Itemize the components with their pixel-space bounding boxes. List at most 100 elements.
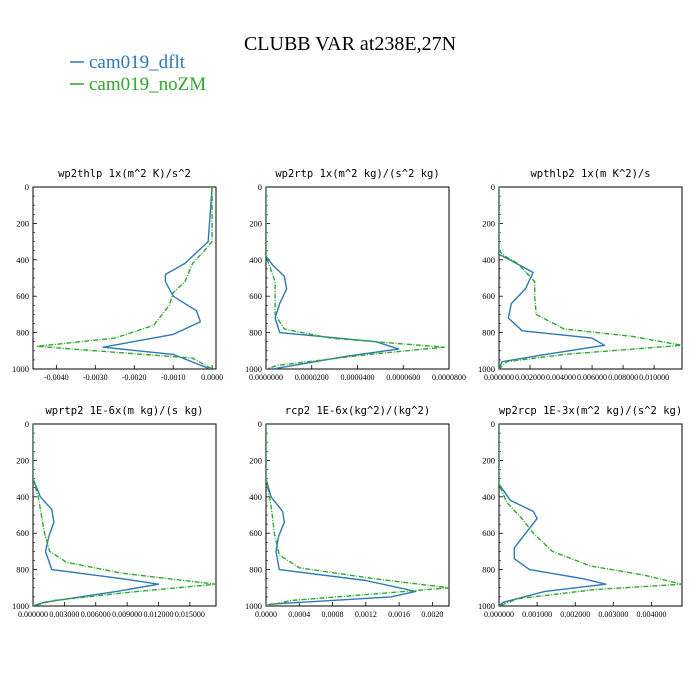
x-tick-label: -0.0010 [161,373,186,382]
legend: cam019_dflt cam019_noZM [70,52,206,95]
y-tick-label: 800 [482,328,495,338]
series-line-dflt [102,187,213,369]
x-tick-label: 0.0012 [355,610,377,619]
y-tick-label: 400 [16,255,29,265]
y-tick-label: 0 [25,182,29,192]
y-tick-label: 600 [482,291,495,301]
x-tick-label: 0.003000 [598,610,628,619]
y-tick-label: 1000 [478,364,495,374]
x-tick-label: -0.0020 [122,373,147,382]
x-tick-label: -0.0030 [83,373,108,382]
x-tick-label: -0.0040 [44,373,69,382]
y-tick-label: 200 [249,218,262,228]
y-tick-label: 400 [249,255,262,265]
x-tick-label: 0.001000 [522,610,552,619]
y-tick-label: 800 [249,565,262,575]
plot-frame [265,423,450,607]
y-tick-label: 200 [482,455,495,465]
x-tick-label: 0.0008 [322,610,344,619]
x-tick-label: 0.0000800 [432,373,466,382]
panel-title: wp2thlp 1x(m^2 K)/s^2 [58,168,191,180]
y-tick-label: 800 [16,328,29,338]
y-tick-label: 600 [482,528,495,538]
series-line-nozm [266,424,449,606]
x-tick-label: 0.006000 [81,610,111,619]
x-tick-label: 0.006000 [577,373,607,382]
y-tick-label: 400 [482,255,495,265]
y-tick-label: 1000 [478,601,495,611]
series-line-nozm [499,424,682,606]
plot-frame [498,423,683,607]
series-line-dflt [499,187,606,369]
series-line-dflt [266,187,400,369]
y-tick-label: 200 [249,455,262,465]
x-tick-label: 0.0000000 [249,373,283,382]
y-tick-label: 0 [258,419,262,429]
x-tick-label: 0.009000 [112,610,142,619]
y-tick-label: 0 [25,419,29,429]
x-tick-label: 0.012000 [143,610,173,619]
panel-title: wp2rcp 1E-3x(m^2 kg)/(s^2 kg) [499,405,682,417]
panel-4: wprtp2 1E-6x(m kg)/(s kg) 0 200 400 600 800 10… [12,405,217,619]
panel-title: rcp2 1E-6x(kg^2)/(kg^2) [285,405,430,417]
y-tick-label: 0 [491,182,495,192]
plot-frame [498,186,683,370]
y-tick-label: 200 [16,218,29,228]
x-tick-label: 0.000000 [484,373,514,382]
y-tick-label: 400 [16,492,29,502]
y-tick-label: 1000 [12,364,29,374]
y-tick-label: 1000 [245,601,262,611]
panels: wp2thlp 1x(m^2 K)/s^2 0 200 400 600 800 1000 -0… [12,168,683,619]
legend-label-dflt: cam019_dflt [89,52,186,73]
panel-title: wprtp2 1E-6x(m kg)/(s kg) [45,405,203,417]
figure-title: CLUBB VAR at238E,27N [244,33,456,55]
plot-frame [265,186,450,370]
legend-label-nozm: cam019_noZM [89,74,206,95]
x-tick-label: 0.0000600 [386,373,420,382]
x-tick-label: 0.003000 [49,610,79,619]
series-line-dflt [266,424,417,606]
x-tick-label: 0.0016 [388,610,410,619]
x-tick-label: 0.000000 [18,610,48,619]
panel-5: rcp2 1E-6x(kg^2)/(kg^2) 0 200 400 600 800 1000… [245,405,450,619]
y-tick-label: 200 [16,455,29,465]
x-tick-label: 0.002000 [560,610,590,619]
x-tick-label: 0.010000 [639,373,669,382]
x-tick-label: 0.0000 [255,610,277,619]
x-tick-label: 0.000000 [484,610,514,619]
series-line-nozm [499,187,682,369]
y-tick-label: 600 [249,291,262,301]
y-tick-label: 800 [249,328,262,338]
plot-frame [32,186,217,370]
x-tick-label: 0.002000 [515,373,545,382]
panel-title: wpthlp2 1x(m K^2)/s [530,168,650,180]
series-line-dflt [499,424,607,606]
x-tick-label: 0.0000400 [341,373,375,382]
x-tick-label: 0.0000200 [295,373,329,382]
x-tick-label: 0.004000 [637,610,667,619]
y-tick-label: 1000 [245,364,262,374]
panel-6: wp2rcp 1E-3x(m^2 kg)/(s^2 kg) 0 200 400 600 8… [478,405,683,619]
y-tick-label: 400 [249,492,262,502]
x-tick-label: 0.004000 [546,373,576,382]
y-tick-label: 600 [16,528,29,538]
x-tick-label: 0.0004 [288,610,310,619]
x-tick-label: 0.0020 [421,610,443,619]
panel-1: wp2thlp 1x(m^2 K)/s^2 0 200 400 600 800 1000 -0… [12,168,223,382]
legend-item-nozm: cam019_noZM [70,74,206,95]
y-tick-label: 800 [16,565,29,575]
y-tick-label: 200 [482,218,495,228]
series-line-nozm [266,187,446,369]
y-tick-label: 400 [482,492,495,502]
y-tick-label: 0 [491,419,495,429]
series-line-nozm [33,424,216,606]
panel-title: wp2rtp 1x(m^2 kg)/(s^2 kg) [275,168,439,180]
legend-item-dflt: cam019_dflt [70,52,186,73]
x-tick-label: 0.008000 [608,373,638,382]
series-line-dflt [33,424,160,606]
y-tick-label: 600 [249,528,262,538]
y-tick-label: 800 [482,565,495,575]
x-tick-label: 0.0000 [201,373,223,382]
y-tick-label: 0 [258,182,262,192]
